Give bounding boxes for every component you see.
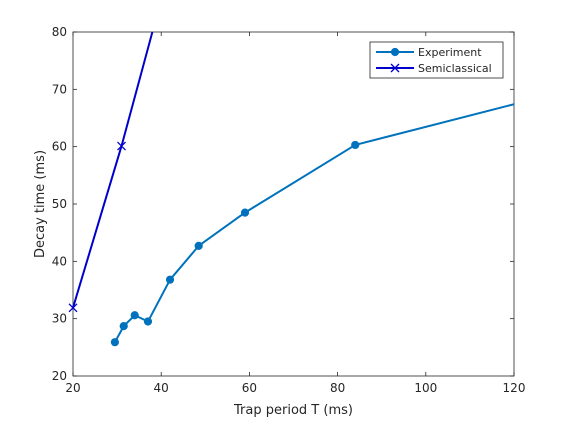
legend-box [369,41,504,79]
data-point [351,140,360,150]
x-axis-label: Trap period T (ms) [233,403,353,418]
data-point [117,141,126,151]
data-point [390,63,400,73]
legend-item: Semiclassical [376,62,492,75]
legend-label: Semiclassical [418,62,492,75]
y-tick-label: 70 [52,82,67,96]
x-tick-label: 120 [503,381,526,395]
series-experiment [110,103,515,347]
data-point [110,338,119,347]
data-point [68,303,78,313]
y-axis-label: Decay time (ms) [33,150,48,258]
x-tick-label: 100 [414,381,437,395]
axis-ticks: 20 40 60 80 100 120 20 30 40 50 60 70 80 [52,25,526,395]
y-tick-label: 80 [52,25,67,39]
y-tick-label: 60 [52,140,67,154]
legend-label: Experiment [418,46,482,59]
y-tick-label: 30 [52,312,67,326]
x-tick-label: 40 [154,381,169,395]
y-tick-label: 50 [52,197,67,211]
data-point [240,208,250,217]
x-tick-label: 80 [330,381,345,395]
y-tick-label: 20 [52,369,67,383]
data-point [130,311,139,320]
data-point [119,322,128,331]
x-tick-label: 60 [242,381,257,395]
data-point [390,47,400,57]
data-point [143,317,153,326]
legend-item: Experiment [376,46,482,59]
x-tick-label: 20 [65,381,80,395]
data-point [194,241,203,250]
series-semiclassical [68,31,154,313]
legend: Experiment Semiclassical [369,41,504,79]
data-point [165,275,175,284]
y-tick-label: 40 [52,254,67,268]
series-layer [68,31,515,347]
